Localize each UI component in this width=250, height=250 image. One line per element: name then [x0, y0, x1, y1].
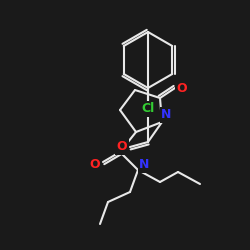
Text: O: O: [117, 140, 127, 153]
Text: O: O: [90, 158, 100, 172]
Text: Cl: Cl: [142, 102, 154, 116]
Text: N: N: [139, 158, 149, 172]
Text: O: O: [177, 82, 187, 94]
Text: N: N: [161, 108, 171, 122]
